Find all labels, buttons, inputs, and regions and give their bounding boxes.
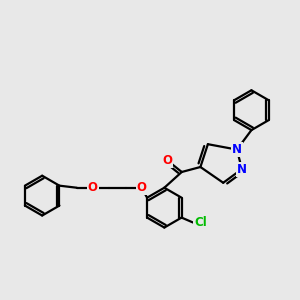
Text: O: O	[162, 154, 172, 167]
Text: N: N	[232, 143, 242, 156]
Text: O: O	[136, 181, 146, 194]
Text: N: N	[237, 163, 247, 176]
Text: Cl: Cl	[194, 216, 207, 229]
Text: O: O	[88, 181, 98, 194]
